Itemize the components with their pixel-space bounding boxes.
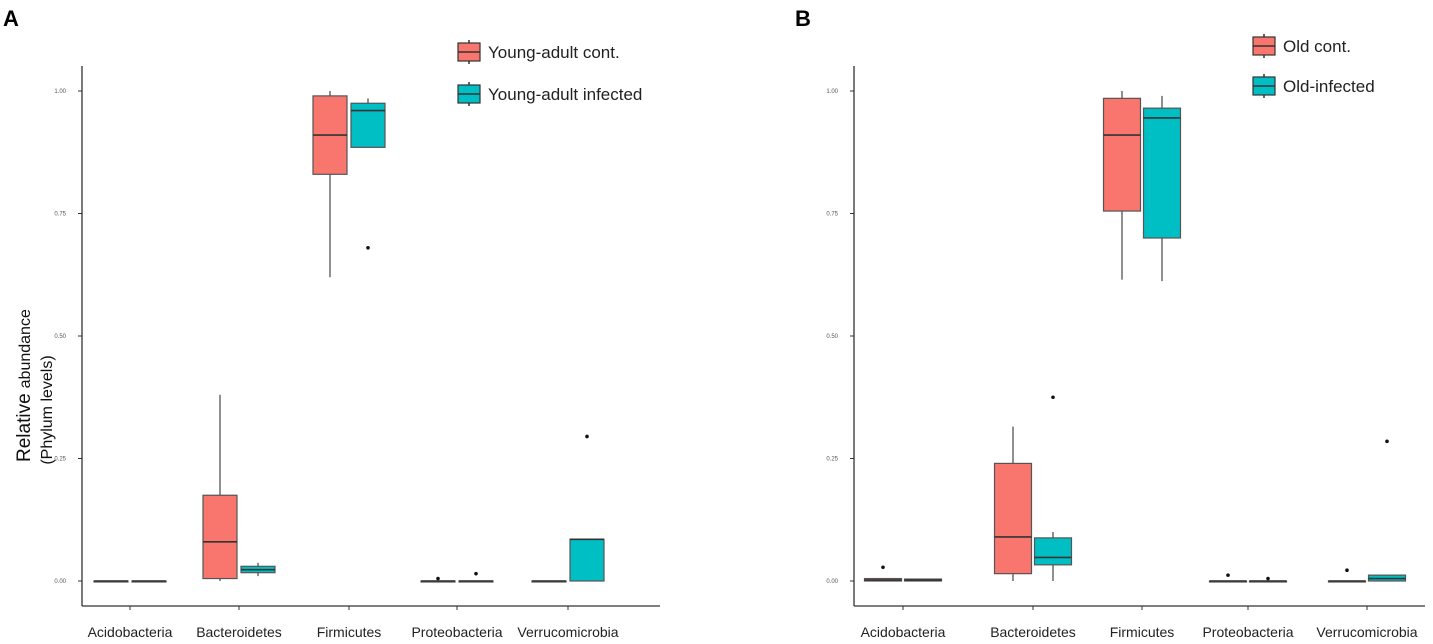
outlier-point (585, 434, 589, 439)
legend-label: Old cont. (1283, 37, 1351, 56)
box-infected (903, 578, 943, 582)
y-axis-title-sub: (Phylum levels) (39, 355, 56, 464)
legend-item-infected: Old-infected (1252, 74, 1375, 98)
box-infected (1367, 439, 1407, 582)
box-control (1208, 573, 1248, 583)
x-tick-label: Verrucomicrobia (1316, 624, 1417, 640)
y-tick-label: 1.00 (826, 89, 838, 95)
box-iqr (569, 538, 605, 582)
legend-label: Old-infected (1283, 77, 1375, 96)
box-control (420, 576, 456, 583)
outlier-point (1385, 439, 1389, 444)
x-tick-label: Firmicutes (1110, 624, 1175, 640)
box-iqr (1102, 97, 1142, 212)
x-tick-label: Proteobacteria (411, 624, 502, 640)
y-tick-label: 0.25 (826, 457, 838, 463)
outlier-point (436, 576, 440, 581)
panel-b: B 0.00 0.25 0.50 0.75 1.00 Acidobacteria Bacter… (795, 6, 1425, 640)
legend-label: Young-adult infected (488, 85, 642, 104)
y-tick-label: 0.75 (826, 212, 838, 218)
y-tick-label: 0.75 (54, 212, 66, 218)
x-tick-label: Acidobacteria (861, 624, 946, 640)
box-iqr (1033, 537, 1073, 566)
y-tick-label: 0.25 (54, 457, 66, 463)
y-tick-label: 0.00 (826, 579, 838, 585)
box-iqr (202, 494, 238, 580)
box-control (1327, 568, 1367, 583)
x-tick-label: Firmicutes (317, 624, 382, 640)
box-iqr (1142, 107, 1182, 239)
outlier-point (366, 246, 370, 250)
outlier-point (1266, 576, 1270, 581)
y-axis-title-main: Relativeabundance (14, 309, 35, 462)
box-infected (131, 580, 167, 583)
legend-item-control: Young-adult cont. (457, 40, 620, 64)
box-control (993, 426, 1033, 581)
y-tick-label: 0.00 (54, 579, 66, 585)
outlier-point (1345, 568, 1349, 573)
y-tick-label: 1.00 (54, 89, 66, 95)
outlier-point (474, 571, 478, 576)
y-tick-label: 0.50 (54, 334, 66, 340)
x-tick-label: Bacteroidetes (196, 624, 282, 640)
x-tick-label: Verrucomicrobia (517, 624, 618, 640)
outlier-point (1051, 395, 1055, 400)
outlier-point (1226, 573, 1230, 577)
box-control (531, 580, 567, 583)
box-infected (1248, 576, 1288, 583)
panel-label: B (795, 6, 811, 31)
box-infected (569, 434, 605, 582)
box-infected (458, 571, 494, 583)
y-axis-title: Relativeabundance (Phylum levels) (14, 309, 56, 465)
outlier-point (881, 565, 885, 570)
box-control (863, 565, 903, 582)
box-infected (1033, 395, 1073, 581)
legend-label: Young-adult cont. (488, 43, 620, 62)
x-tick-label: Acidobacteria (88, 624, 173, 640)
panel-label: A (3, 6, 19, 31)
legend-item-control: Old cont. (1252, 34, 1351, 58)
legend-item-infected: Young-adult infected (457, 82, 642, 106)
box-infected (240, 562, 276, 577)
box-control (202, 394, 238, 581)
y-tick-label: 0.50 (826, 334, 838, 340)
x-tick-label: Bacteroidetes (990, 624, 1076, 640)
x-tick-label: Proteobacteria (1202, 624, 1293, 640)
box-iqr (993, 462, 1033, 575)
panel-a: A 0.00 0.25 0.50 0.75 1.00 Acidobacteria Bacter… (3, 6, 660, 640)
box-infected (350, 98, 386, 250)
box-control (93, 580, 129, 583)
box-control (312, 91, 348, 278)
box-control (1102, 91, 1142, 280)
box-infected (1142, 95, 1182, 282)
